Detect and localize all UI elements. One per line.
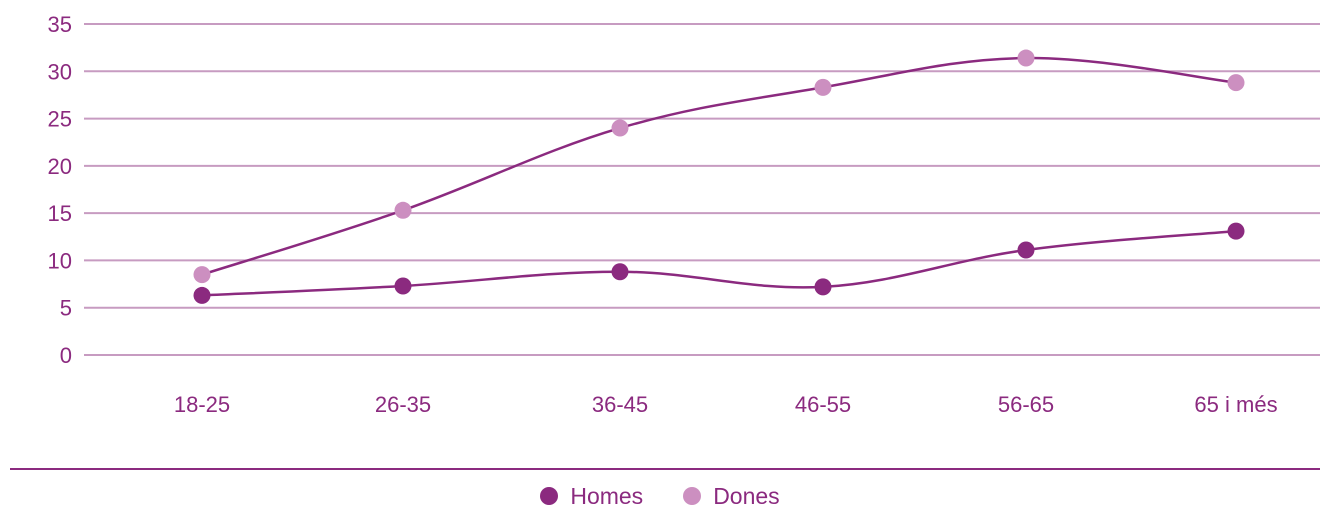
y-tick-label: 0 — [60, 343, 72, 368]
x-tick-label: 65 i més — [1194, 392, 1277, 417]
legend-marker-homes — [540, 487, 559, 505]
data-point-dones — [611, 119, 629, 137]
legend-label-dones: Dones — [713, 482, 780, 509]
x-tick-label: 46-55 — [795, 392, 851, 417]
data-point-dones — [193, 266, 211, 284]
x-tick-label: 26-35 — [375, 392, 431, 417]
y-tick-label: 5 — [60, 296, 72, 321]
gridlines — [84, 23, 1320, 356]
data-point-homes — [1227, 222, 1245, 240]
y-tick-label: 35 — [48, 12, 72, 37]
series-line-homes — [201, 229, 1237, 297]
series-lines — [193, 49, 1245, 304]
data-point-dones — [814, 78, 832, 96]
legend-item-homes: Homes — [540, 483, 643, 510]
x-tick-label: 36-45 — [592, 392, 648, 417]
data-point-dones — [1227, 74, 1245, 92]
data-point-homes — [1017, 241, 1035, 259]
legend-label-homes: Homes — [570, 482, 644, 509]
data-point-dones — [1017, 49, 1035, 67]
y-axis-ticks: 0 5 10 15 20 25 30 35 — [48, 12, 72, 368]
x-axis-ticks: 18-25 26-35 36-45 46-55 56-65 65 i més — [174, 392, 1278, 417]
x-tick-label: 18-25 — [174, 392, 230, 417]
data-point-homes — [394, 277, 412, 295]
legend-item-dones: Dones — [683, 482, 780, 510]
y-tick-label: 25 — [48, 107, 72, 132]
y-tick-label: 15 — [48, 201, 72, 226]
data-point-homes — [193, 286, 211, 304]
line-chart: 0 5 10 15 20 25 30 35 18-25 26-35 36-45 46-55 56-65… — [10, 12, 1320, 470]
data-point-homes — [611, 263, 629, 281]
y-tick-label: 10 — [48, 248, 72, 273]
data-point-dones — [394, 201, 412, 219]
series-line-dones — [201, 56, 1237, 276]
y-tick-label: 20 — [48, 154, 72, 179]
data-point-homes — [814, 278, 832, 296]
legend-marker-dones — [683, 487, 702, 505]
legend: Homes Dones — [0, 480, 1320, 512]
y-tick-label: 30 — [48, 59, 72, 84]
x-tick-label: 56-65 — [998, 392, 1054, 417]
